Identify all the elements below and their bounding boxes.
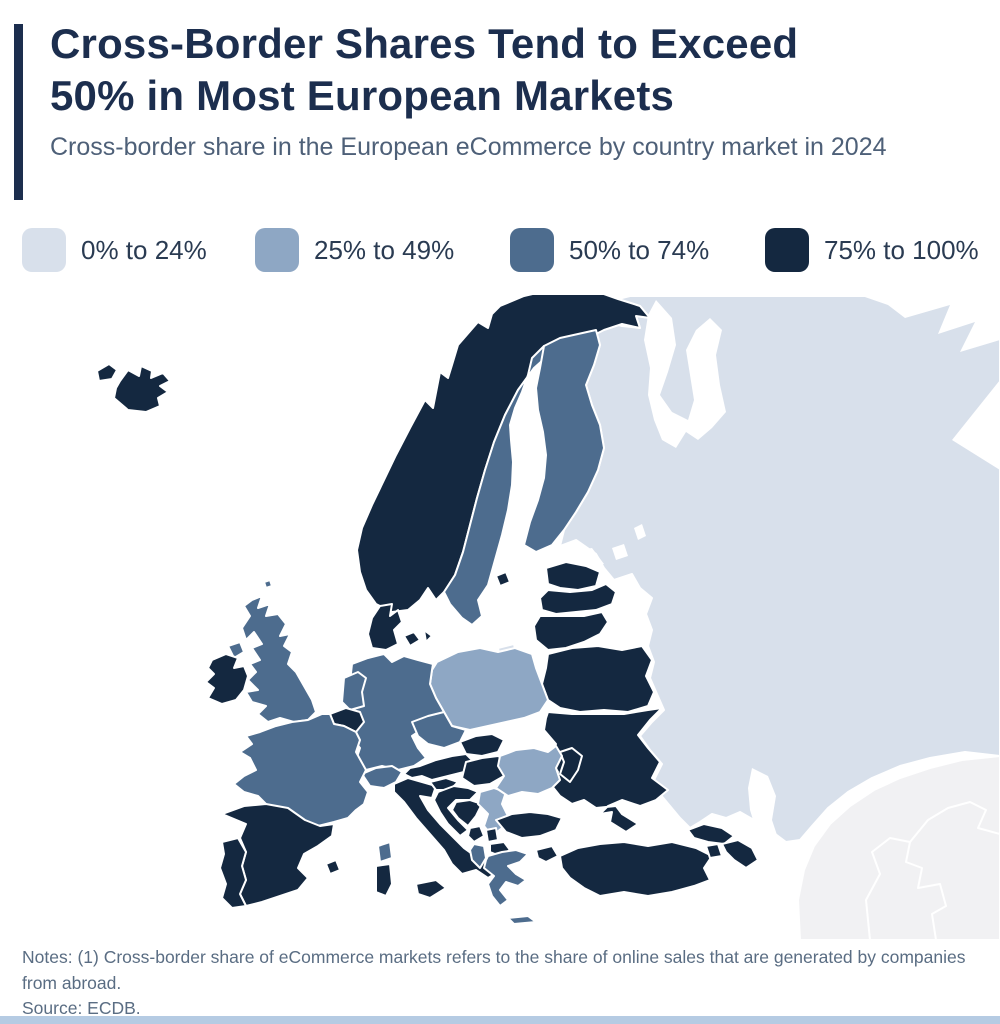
legend-item-25-49: 25% to 49% (255, 228, 454, 272)
page-title-line1: Cross-Border Shares Tend to Exceed (50, 20, 799, 67)
country-armenia (705, 843, 723, 859)
country-iceland (113, 365, 171, 413)
country-latvia (539, 583, 617, 615)
legend-label-25-49: 25% to 49% (314, 234, 455, 265)
country-croatia (433, 785, 479, 837)
country-azerbaijan (721, 839, 759, 869)
country-montenegro (467, 825, 485, 843)
country-turkey (559, 841, 713, 897)
page-title: Cross-Border Shares Tend to Exceed 50% i… (50, 18, 970, 122)
legend-label-0-24: 0% to 24% (81, 234, 207, 265)
country-france (233, 713, 369, 829)
bottom-accent-bar (0, 1016, 1000, 1024)
coast-inlet-2 (952, 380, 1000, 470)
legend-item-50-74: 50% to 74% (510, 228, 709, 272)
legend-label-75-100: 75% to 100% (824, 234, 979, 265)
country-kosovo (485, 827, 499, 843)
lake-ladoga (612, 544, 628, 560)
country-iceland-west (96, 363, 118, 382)
country-greece (483, 849, 529, 907)
source-text: Source: ECDB. (22, 998, 141, 1018)
country-moldova (559, 747, 583, 783)
country-switzerland (361, 765, 403, 789)
legend: 0% to 24% 25% to 49% 50% to 74% 75% to 1… (0, 228, 1000, 278)
country-estonia-islands (495, 571, 511, 587)
country-finland (523, 329, 605, 553)
country-portugal (219, 837, 247, 909)
country-georgia (687, 823, 735, 845)
country-italy-sicily (415, 879, 447, 899)
country-france-corsica (377, 841, 393, 863)
white-sea (644, 300, 726, 448)
caspian-sea (748, 768, 788, 904)
country-spain-mallorca (325, 859, 341, 875)
lake-onega (634, 524, 646, 540)
country-czechia (411, 711, 467, 749)
country-sweden (443, 345, 553, 626)
country-denmark-island-2 (423, 629, 433, 643)
country-greece-crete (507, 915, 537, 925)
country-netherlands (341, 671, 367, 711)
country-lithuania (533, 611, 609, 651)
country-romania (495, 745, 563, 797)
legend-swatch-50-74 (510, 228, 554, 272)
europe-choropleth-map (0, 295, 1000, 940)
page-title-line2: 50% in Most European Markets (50, 72, 675, 120)
out-of-scope-borders-2 (909, 801, 1000, 843)
country-germany (349, 653, 445, 771)
legend-item-0-24: 0% to 24% (22, 228, 207, 272)
country-uk-northern-ireland (227, 641, 245, 659)
country-slovakia (459, 733, 505, 757)
country-belarus (541, 645, 655, 713)
legend-swatch-0-24 (22, 228, 66, 272)
legend-swatch-25-49 (255, 228, 299, 272)
country-estonia (545, 561, 601, 591)
country-italy-sardinia (375, 863, 393, 897)
country-ireland (205, 653, 249, 705)
map-svg (96, 295, 1000, 940)
legend-swatch-75-100 (765, 228, 809, 272)
legend-item-75-100: 75% to 100% (765, 228, 979, 272)
country-bosnia (451, 799, 483, 827)
country-albania (469, 843, 487, 869)
region-out-of-scope (797, 755, 1000, 940)
country-denmark-zealand (403, 631, 421, 647)
country-united-kingdom (241, 595, 317, 723)
country-turkey-thrace (535, 845, 559, 863)
barents-coast-inlet (862, 296, 1000, 352)
legend-label-50-74: 50% to 74% (569, 234, 710, 265)
notes-text: Notes: (1) Cross-border share of eCommer… (22, 947, 966, 994)
country-bulgaria (495, 811, 563, 839)
country-uk-shetland (263, 579, 273, 589)
country-denmark (367, 603, 403, 651)
title-accent-bar (14, 24, 23, 200)
out-of-scope-borders (865, 837, 947, 940)
page-subtitle: Cross-border share in the European eComm… (50, 133, 887, 161)
